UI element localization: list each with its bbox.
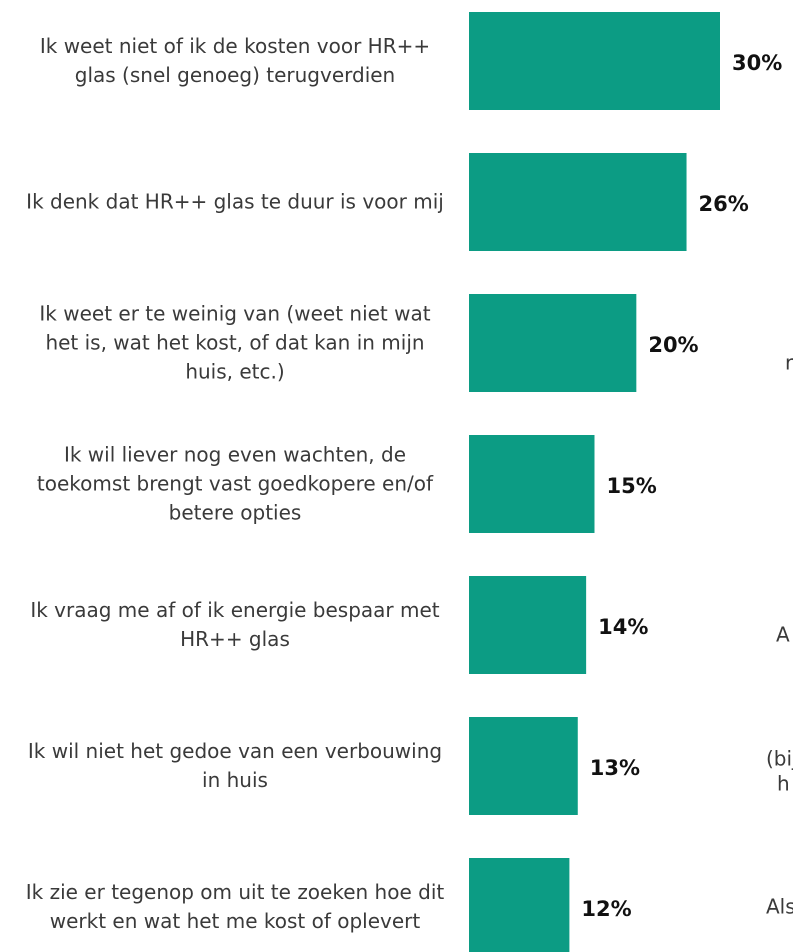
value-label: 26% xyxy=(699,192,749,216)
value-label: 12% xyxy=(581,897,631,921)
value-label: 30% xyxy=(732,51,782,75)
category-label: Ik wil liever nog even wachten, de toeko… xyxy=(36,442,434,525)
bar xyxy=(469,12,720,110)
category-label: Ik vraag me af of ik energie bespaar met… xyxy=(30,598,440,651)
category-label: Ik zie er tegenop om uit te zoeken hoe d… xyxy=(25,880,445,933)
clipped-text: (bijv xyxy=(766,747,793,771)
bar xyxy=(469,294,637,392)
clipped-text: h xyxy=(777,772,790,796)
category-label: Ik weet niet of ik de kosten voor HR++ g… xyxy=(39,34,431,87)
value-label: 14% xyxy=(598,615,648,639)
category-label: Ik denk dat HR++ glas te duur is voor mi… xyxy=(26,189,444,214)
value-label: 15% xyxy=(607,474,657,498)
value-label: 20% xyxy=(648,333,698,357)
value-label: 13% xyxy=(590,756,640,780)
bar xyxy=(469,153,687,251)
category-label: Ik weet er te weinig van (weet niet wat … xyxy=(39,301,431,384)
clipped-text: Als xyxy=(766,895,793,919)
bar xyxy=(469,717,578,815)
category-label: Ik wil niet het gedoe van een verbouwing… xyxy=(27,739,443,792)
clipped-text: A xyxy=(776,623,790,647)
clipped-text: r xyxy=(785,351,793,375)
bar xyxy=(469,858,570,952)
bar xyxy=(469,435,595,533)
bar xyxy=(469,576,587,674)
